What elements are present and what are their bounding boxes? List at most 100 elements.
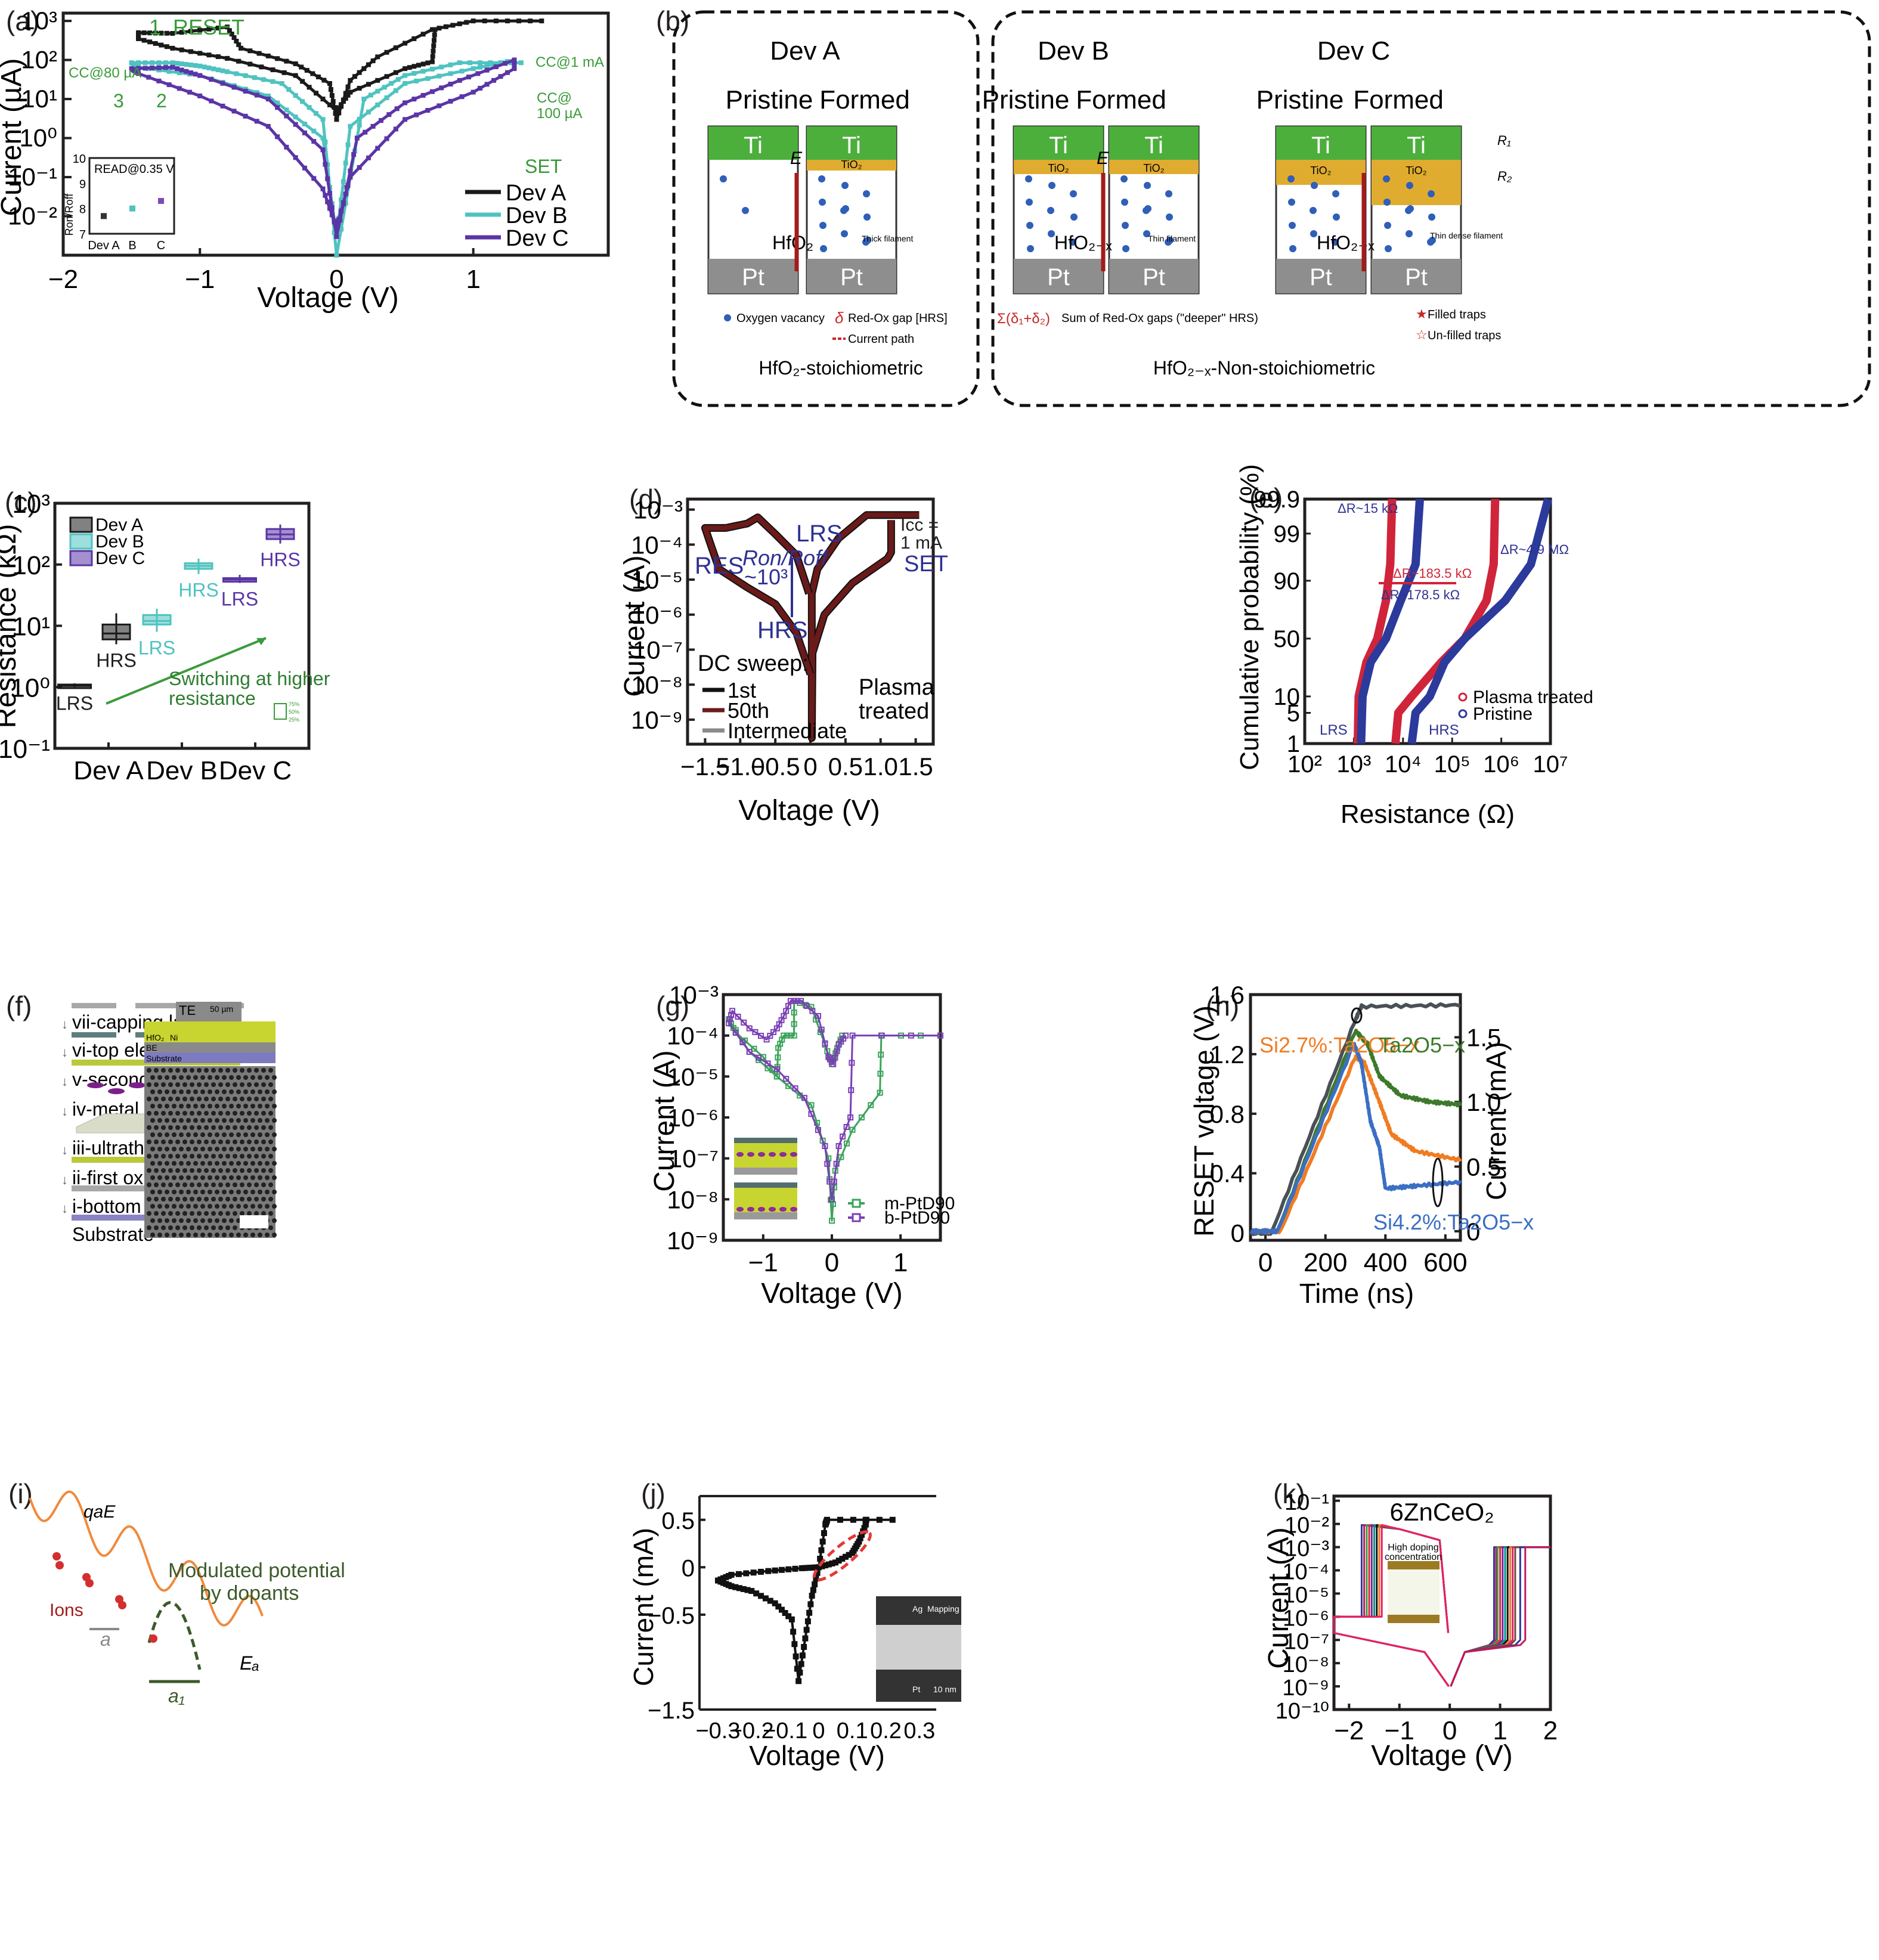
sem-pore <box>233 1068 237 1073</box>
sem-pore <box>157 1132 162 1137</box>
sem-pore <box>147 1068 151 1073</box>
inset-x-tick-label: Dev A <box>88 239 120 252</box>
x-tick-label: 1.0 <box>863 753 898 781</box>
data-point <box>785 1083 792 1089</box>
data-point <box>403 41 408 46</box>
sem-pore <box>208 1104 212 1109</box>
sem-pore <box>258 1161 262 1166</box>
data-point <box>824 1160 831 1167</box>
y-tick-label: 10⁻⁶ <box>1283 1606 1329 1631</box>
x-tick-label: Dev A <box>73 756 144 785</box>
data-point <box>457 78 462 83</box>
data-point <box>420 61 426 67</box>
sem-pore <box>222 1218 227 1223</box>
sem-pore <box>211 1197 216 1202</box>
chart-j-iv-linear: −0.3−0.2−0.1 0 0.1 0.2 0.3−1.5−0.500.5Curren… <box>628 1495 979 1771</box>
layer-pt-label: Pt <box>1047 264 1070 290</box>
sem-pore <box>222 1104 227 1109</box>
filament-label-c: Thin dense filament <box>1430 231 1503 240</box>
data-point <box>432 27 438 32</box>
layer-ti-label: Ti <box>1311 132 1330 159</box>
y-tick-label: 10⁻⁵ <box>1283 1583 1329 1608</box>
data-point <box>818 1026 825 1033</box>
sem-pore <box>218 1111 223 1116</box>
sem-pore <box>225 1182 230 1187</box>
x-tick-label: 0 <box>812 1719 825 1744</box>
sem-pore <box>240 1125 244 1130</box>
data-point <box>773 1066 780 1073</box>
data-point <box>403 66 408 72</box>
data-point <box>375 78 380 83</box>
oxygen-vacancy <box>1027 245 1034 252</box>
x-tick-label: −0.5 <box>751 753 800 781</box>
sem-pore <box>233 1097 237 1101</box>
y-tick-label: 10⁻⁹ <box>667 1227 719 1255</box>
sem-pore <box>268 1111 273 1116</box>
sem-pore <box>254 1082 259 1087</box>
sem-pore <box>272 1118 277 1123</box>
sem-pore <box>204 1125 209 1130</box>
sem-pore <box>157 1089 162 1094</box>
data-point <box>726 1020 732 1026</box>
data-point <box>247 48 253 54</box>
data-point <box>293 122 298 127</box>
y-tick-label: 10³ <box>21 7 57 35</box>
sem-pore <box>222 1132 227 1137</box>
sem-pore <box>161 1154 166 1159</box>
inset-nanoisland <box>747 1152 754 1157</box>
data-point <box>791 1641 798 1648</box>
sem-pore <box>179 1118 184 1123</box>
cross-ni-label: Ni <box>170 1033 178 1042</box>
data-point <box>393 45 398 51</box>
sem-pore <box>243 1161 248 1166</box>
data-point <box>407 65 412 70</box>
step-arrow-icon: ↓ <box>61 1172 68 1187</box>
data-point <box>792 1565 798 1572</box>
sem-pore <box>247 1182 252 1187</box>
sem-pore <box>190 1168 194 1173</box>
data-point <box>265 93 271 98</box>
series-si4-2--ta2o5-x <box>1249 1042 1462 1235</box>
chart-e-cumulative-probability: 10² 10³ 10⁴ 10⁵ 10⁶ 10⁷ 1 510 50 90 99 99.9Cumulati… <box>1235 464 1593 829</box>
y-tick-label: 10¹ <box>12 612 50 642</box>
sem-pore <box>218 1225 223 1230</box>
sem-pore <box>254 1068 259 1073</box>
sem-pore <box>179 1233 184 1237</box>
sem-pore <box>204 1140 209 1144</box>
layer-tio2-label: TiO₂ <box>841 159 862 171</box>
step-arrow-icon: ↓ <box>61 1142 68 1157</box>
data-point <box>470 66 476 72</box>
data-point <box>141 38 147 43</box>
sem-pore <box>225 1140 230 1144</box>
data-point <box>310 71 315 76</box>
step-arrow-icon: ↓ <box>61 1045 68 1060</box>
series-si2-7--ta2o5-x <box>1249 1054 1462 1235</box>
y-tick-label: 0.4 <box>1210 1160 1245 1188</box>
oxygen-vacancy <box>1385 245 1392 252</box>
legend-label: b-PtD90 <box>884 1208 950 1228</box>
plot-frame <box>1249 993 1462 1242</box>
annotation-lrs: LRS <box>1320 722 1348 738</box>
layer-ti <box>807 126 896 160</box>
sem-pore <box>154 1111 159 1116</box>
data-point <box>782 1610 788 1617</box>
sem-pore <box>229 1204 234 1209</box>
data-point <box>334 117 339 122</box>
x-tick-label: 10⁵ <box>1434 751 1471 778</box>
sem-pore <box>247 1082 252 1087</box>
sem-pore <box>157 1233 162 1237</box>
filament-label-b: Thin filament <box>1148 234 1196 243</box>
sem-pore <box>172 1204 177 1209</box>
state-label: Pristine <box>726 85 813 114</box>
data-point <box>311 176 317 181</box>
resistor-r2: R₂ <box>1497 169 1512 184</box>
sem-pore <box>215 1218 219 1223</box>
sem-pore <box>211 1111 216 1116</box>
x-tick-label: Dev B <box>146 756 218 785</box>
data-point <box>375 145 380 151</box>
state-label: Formed <box>1076 85 1166 114</box>
data-point <box>429 59 435 64</box>
sem-pore <box>258 1204 262 1209</box>
data-point <box>799 1652 806 1659</box>
oxygen-vacancy <box>1070 190 1077 197</box>
